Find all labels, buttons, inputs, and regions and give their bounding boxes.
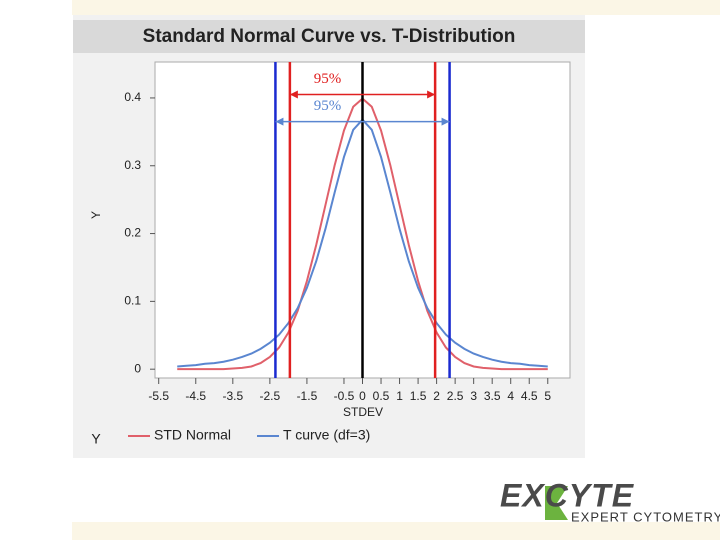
y-tick-label: 0.4 bbox=[124, 90, 141, 104]
arrow-head bbox=[441, 117, 450, 126]
y-tick-label: 0.3 bbox=[124, 158, 141, 172]
x-tick-label: -5.5 bbox=[148, 389, 169, 403]
x-tick-label: 2.5 bbox=[447, 389, 464, 403]
arrow-head bbox=[275, 117, 284, 126]
y-axis-label: Y bbox=[89, 211, 103, 219]
range-label: 95% bbox=[314, 98, 342, 114]
x-tick-label: 4.5 bbox=[521, 389, 538, 403]
y-tick-label: 0.2 bbox=[124, 226, 141, 240]
legend-label: STD Normal bbox=[154, 427, 231, 443]
legend-label: T curve (df=3) bbox=[283, 427, 370, 443]
range-label: 95% bbox=[314, 71, 342, 87]
x-tick-label: 3.5 bbox=[484, 389, 501, 403]
y-tick-label: 0.1 bbox=[124, 294, 141, 308]
title-bar bbox=[73, 20, 585, 53]
x-tick-label: 0.5 bbox=[373, 389, 390, 403]
x-tick-label: 0 bbox=[359, 389, 366, 403]
x-tick-label: -1.5 bbox=[297, 389, 318, 403]
x-tick-label: 5 bbox=[544, 389, 551, 403]
top-band bbox=[72, 0, 720, 15]
x-tick-label: -4.5 bbox=[185, 389, 206, 403]
bottom-band bbox=[72, 522, 720, 540]
x-tick-label: -3.5 bbox=[222, 389, 243, 403]
x-tick-label: 4 bbox=[507, 389, 514, 403]
x-tick-label: 1 bbox=[396, 389, 403, 403]
logo-tagline: EXPERT CYTOMETRY bbox=[571, 509, 720, 524]
x-tick-label: 3 bbox=[470, 389, 477, 403]
arrow-head bbox=[427, 90, 436, 99]
legend-title: Y bbox=[91, 431, 101, 447]
y-tick-label: 0 bbox=[134, 361, 141, 375]
x-tick-label: 2 bbox=[433, 389, 440, 403]
x-axis-label: STDEV bbox=[343, 405, 383, 419]
logo-name: EXCYTE bbox=[500, 477, 635, 513]
logo: EXCYTE EXPERT CYTOMETRY bbox=[500, 477, 720, 524]
chart-title: Standard Normal Curve vs. T-Distribution bbox=[143, 26, 516, 47]
arrow-head bbox=[289, 90, 298, 99]
logo-mark bbox=[545, 486, 568, 520]
x-tick-label: -2.5 bbox=[260, 389, 281, 403]
x-tick-label: -0.5 bbox=[334, 389, 355, 403]
x-tick-label: 1.5 bbox=[410, 389, 427, 403]
